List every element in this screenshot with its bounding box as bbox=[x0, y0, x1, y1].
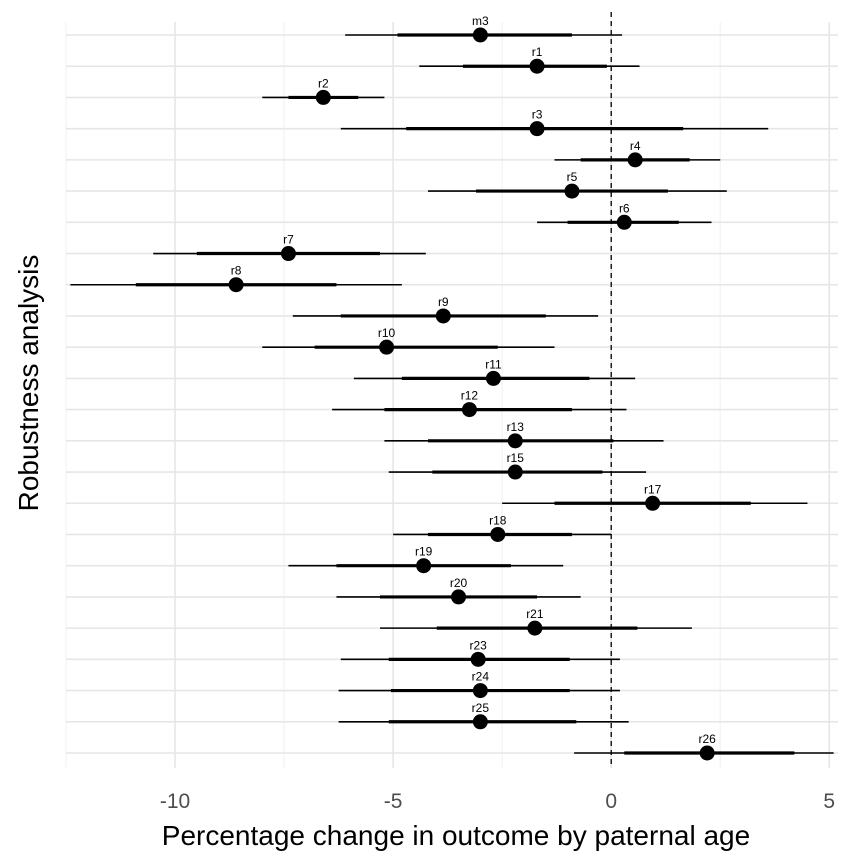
y-axis-title: Robustness analysis bbox=[13, 255, 44, 512]
point-r25 bbox=[472, 714, 488, 730]
grid-minor bbox=[65, 22, 721, 768]
point-label-r19: r19 bbox=[415, 545, 433, 559]
point-label-r17: r17 bbox=[644, 482, 662, 496]
point-label-r7: r7 bbox=[283, 233, 294, 247]
point-label-r24: r24 bbox=[472, 670, 490, 684]
point-label-r11: r11 bbox=[485, 357, 502, 371]
points bbox=[228, 27, 715, 761]
point-r7 bbox=[280, 246, 296, 262]
point-r24 bbox=[472, 683, 488, 699]
point-labels: m3 r1 r2 r3 r4 r5 r6 r7 r8 r9 r10 r11 r12 r13 r15 r17 r1… bbox=[231, 14, 716, 746]
point-r17 bbox=[645, 495, 661, 511]
point-r19 bbox=[416, 558, 432, 574]
point-r9 bbox=[435, 308, 451, 324]
point-r6 bbox=[616, 214, 632, 230]
point-label-r13: r13 bbox=[507, 420, 525, 434]
x-tick-label: -10 bbox=[160, 790, 190, 813]
point-label-r20: r20 bbox=[450, 576, 468, 590]
point-r8 bbox=[228, 277, 244, 293]
point-r4 bbox=[627, 152, 643, 168]
point-m3 bbox=[472, 27, 488, 43]
point-label-r4: r4 bbox=[630, 139, 641, 153]
x-tick-label: 5 bbox=[823, 790, 835, 813]
point-r26 bbox=[699, 745, 715, 761]
point-r15 bbox=[507, 464, 523, 480]
point-label-r2: r2 bbox=[318, 76, 329, 90]
point-label-r26: r26 bbox=[698, 732, 716, 746]
x-tick-labels: -10 -5 0 5 bbox=[160, 790, 835, 813]
point-r3 bbox=[529, 121, 545, 137]
point-label-r12: r12 bbox=[461, 389, 479, 403]
x-tick-label: 0 bbox=[605, 790, 617, 813]
point-label-r18: r18 bbox=[489, 513, 507, 527]
point-label-r25: r25 bbox=[472, 701, 490, 715]
point-r13 bbox=[507, 433, 523, 449]
point-r18 bbox=[490, 526, 506, 542]
point-label-r6: r6 bbox=[619, 201, 630, 215]
point-label-m3: m3 bbox=[472, 14, 489, 28]
x-axis-title: Percentage change in outcome by paternal… bbox=[162, 820, 750, 851]
point-label-r15: r15 bbox=[507, 451, 525, 465]
point-r5 bbox=[564, 183, 580, 199]
point-label-r1: r1 bbox=[532, 45, 543, 59]
point-label-r8: r8 bbox=[231, 264, 242, 278]
point-r12 bbox=[461, 402, 477, 418]
point-r21 bbox=[527, 620, 543, 636]
point-r1 bbox=[529, 58, 545, 74]
point-r20 bbox=[451, 589, 467, 605]
point-r23 bbox=[470, 651, 486, 667]
point-r2 bbox=[315, 89, 331, 105]
point-r11 bbox=[485, 370, 501, 386]
point-label-r9: r9 bbox=[438, 295, 449, 309]
point-r10 bbox=[379, 339, 395, 355]
point-label-r23: r23 bbox=[469, 638, 487, 652]
intervals bbox=[70, 33, 834, 755]
x-tick-label: -5 bbox=[384, 790, 403, 813]
point-label-r10: r10 bbox=[378, 326, 396, 340]
point-label-r3: r3 bbox=[532, 108, 543, 122]
grid-major bbox=[66, 22, 838, 768]
point-label-r5: r5 bbox=[567, 170, 578, 184]
point-label-r21: r21 bbox=[526, 607, 544, 621]
